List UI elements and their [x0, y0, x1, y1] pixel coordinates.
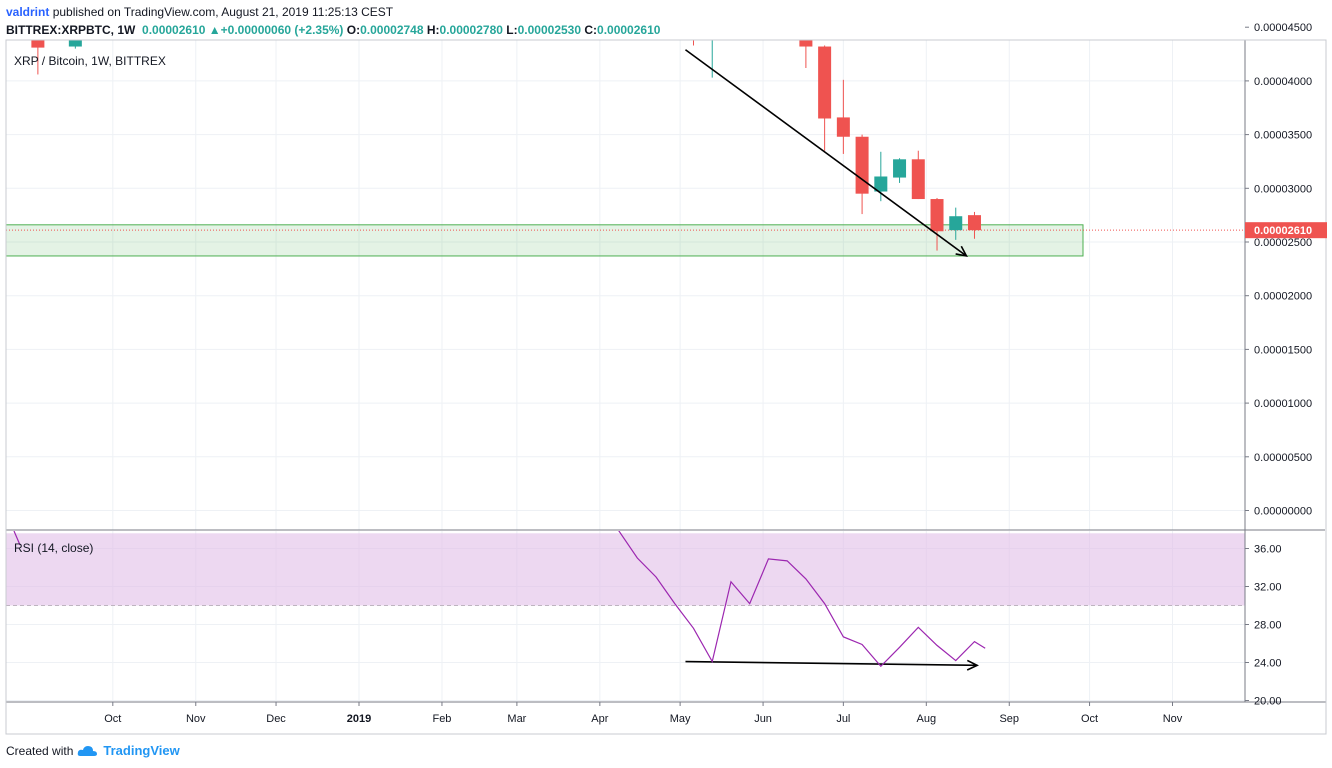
candle-body	[930, 199, 944, 232]
candle-body	[874, 176, 888, 192]
price-axis[interactable]: 0.000065000.000060000.000055000.00005000…	[1245, 0, 1312, 518]
rsi-line-left	[13, 531, 21, 546]
price-tick-label: 0.00001000	[1254, 398, 1312, 410]
tradingview-brand[interactable]: TradingView	[103, 743, 180, 758]
time-tick-label: Apr	[591, 713, 608, 725]
trend-arrows[interactable]	[684, 49, 979, 671]
rsi-tick-label: 32.00	[1254, 582, 1282, 594]
time-tick-label: May	[670, 713, 691, 725]
candle-body	[724, 0, 737, 9]
candle-body	[836, 117, 850, 137]
time-tick-label: Feb	[432, 713, 451, 725]
price-tick-label: 0.00004000	[1254, 76, 1312, 88]
time-tick-label: Mar	[507, 713, 526, 725]
candle-body	[706, 0, 719, 35]
published-text: published on TradingView.com, August 21,…	[52, 5, 394, 19]
rsi-line-group	[13, 531, 986, 668]
candle-body	[68, 40, 82, 47]
price-tick-label: 0.00001500	[1254, 344, 1312, 356]
price-tick-label: 0.00000000	[1254, 506, 1312, 518]
created-with-text: Created with	[6, 743, 74, 758]
price-tag: 0.00002610	[1245, 222, 1327, 239]
candle-body	[893, 159, 907, 178]
price-trend-arrow-head	[955, 245, 968, 258]
time-tick-label: Oct	[104, 713, 121, 725]
time-tick-label: Jul	[836, 713, 850, 725]
rsi-tick-label: 28.00	[1254, 620, 1282, 632]
author-link[interactable]: valdrint	[6, 5, 50, 19]
footer: Created with TradingView	[6, 743, 180, 758]
open-label: O:	[346, 23, 361, 37]
rsi-legend: RSI (14, close)	[14, 541, 93, 555]
time-tick-label: 2019	[347, 713, 371, 725]
rsi-tick-label: 20.00	[1254, 696, 1282, 708]
candle-body	[911, 159, 925, 200]
time-axis[interactable]: Oct Nov Dec 2019 Feb Mar Apr May Jun Jul Aug Sep Oct…	[104, 702, 1183, 725]
rsi-tick-label: 36.00	[1254, 544, 1282, 556]
last-price: 0.00002610	[142, 23, 206, 37]
candle-body	[31, 40, 45, 48]
price-tick-label: 0.00002000	[1254, 291, 1312, 303]
tradingview-cloud-icon	[78, 745, 98, 756]
candle-body	[855, 136, 869, 194]
price-tick-label: 0.00002500	[1254, 237, 1312, 249]
time-tick-label: Nov	[186, 713, 206, 725]
rsi-axis[interactable]: 36.00 32.00 28.00 24.00 20.00	[1245, 544, 1282, 708]
change-value: +0.00000060 (+2.35%)	[220, 23, 344, 37]
high-label: H:	[426, 23, 440, 37]
main-legend: XRP / Bitcoin, 1W, BITTREX	[14, 54, 166, 68]
candle-body	[949, 216, 963, 231]
support-zone[interactable]	[5, 224, 1084, 257]
open-value: 0.00002748	[360, 23, 424, 37]
candle-body	[818, 46, 832, 119]
symbol-label[interactable]: BITTREX:XRPBTC, 1W	[6, 23, 136, 37]
chart-frame	[5, 39, 1327, 735]
up-triangle-icon: ▲	[208, 23, 221, 37]
time-tick-label: Aug	[917, 713, 937, 725]
price-tick-label: 0.00004500	[1254, 22, 1312, 34]
rsi-band	[6, 533, 1245, 606]
rsi-tick-label: 24.00	[1254, 658, 1282, 670]
publish-info: valdrint published on TradingView.com, A…	[6, 5, 393, 19]
high-value: 0.00002780	[439, 23, 503, 37]
price-tag-text: 0.00002610	[1254, 225, 1312, 237]
candle-series	[31, 0, 981, 251]
price-tick-label: 0.00003000	[1254, 183, 1312, 195]
price-tick-label: 0.00000500	[1254, 452, 1312, 464]
close-label: C:	[584, 23, 598, 37]
time-tick-label: Dec	[266, 713, 286, 725]
rsi-trend-arrow-head	[966, 659, 979, 671]
rsi-line	[618, 531, 986, 668]
low-value: 0.00002530	[517, 23, 582, 37]
price-tick-label: 0.00003500	[1254, 130, 1312, 142]
candle-body	[743, 0, 756, 8]
time-tick-label: Oct	[1081, 713, 1098, 725]
low-label: L:	[506, 23, 518, 37]
time-tick-label: Jun	[754, 713, 772, 725]
time-tick-label: Sep	[999, 713, 1019, 725]
candle-body	[799, 40, 813, 47]
candle-body	[967, 215, 981, 231]
chart-canvas[interactable]: 0.000065000.000060000.000055000.00005000…	[0, 0, 1332, 740]
ohlc-header: BITTREX:XRPBTC, 1W 0.00002610 ▲+0.000000…	[6, 23, 660, 37]
candle-body	[687, 0, 700, 35]
main-grid	[6, 40, 1245, 530]
close-value: 0.00002610	[597, 23, 661, 37]
price-tag-bg	[1245, 222, 1327, 239]
rsi-trend-arrow	[685, 660, 978, 667]
axes	[5, 39, 1327, 735]
time-tick-label: Nov	[1163, 713, 1183, 725]
price-trend-arrow	[684, 49, 967, 257]
